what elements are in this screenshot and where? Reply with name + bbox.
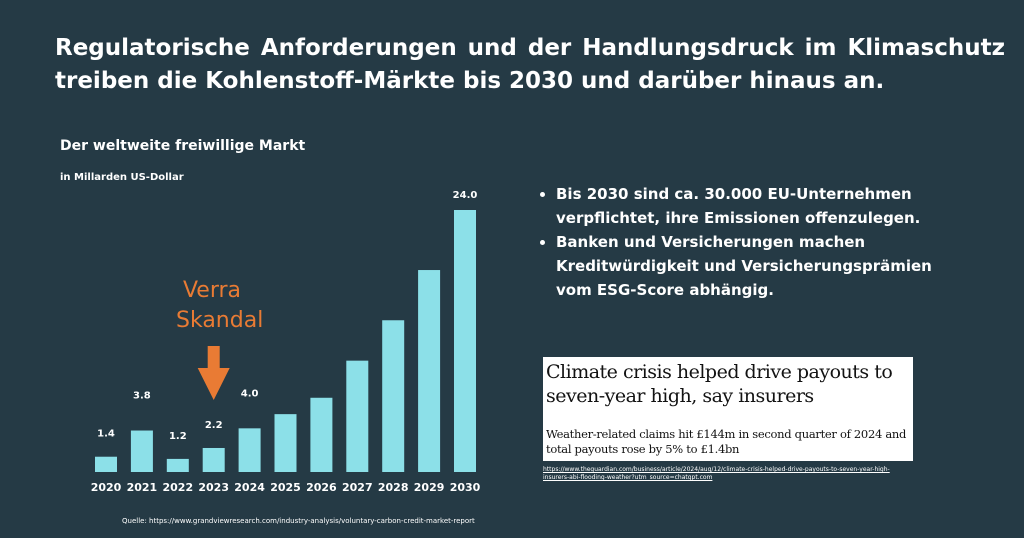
x-tick-label: 2029 <box>414 481 445 494</box>
news-standfirst: Weather-related claims hit £144m in seco… <box>546 427 907 456</box>
bar-2022 <box>166 458 189 472</box>
news-headline: Climate crisis helped drive payouts to s… <box>546 361 893 407</box>
bar-2021 <box>130 430 153 472</box>
data-label: 3.8 <box>133 391 151 402</box>
news-clipping: Climate crisis helped drive payouts to s… <box>543 357 913 461</box>
bar-2028 <box>382 320 405 472</box>
data-label: 2.2 <box>205 420 223 431</box>
news-url-link[interactable]: https://www.theguardian.com/business/art… <box>543 466 890 481</box>
source-note: Quelle: https://www.grandviewresearch.co… <box>122 517 475 525</box>
bar-2027 <box>346 360 369 472</box>
x-tick-label: 2020 <box>91 481 122 494</box>
annotation-line2: Skandal <box>176 308 264 333</box>
chart-subtitle: in Millarden US-Dollar <box>60 172 184 183</box>
bar-2025 <box>274 414 297 472</box>
x-tick-label: 2027 <box>342 481 373 494</box>
bullet-item: Bis 2030 sind ca. 30.000 EU-Unternehmen … <box>556 182 956 230</box>
arrow-down-icon <box>197 346 230 400</box>
bullet-list: Bis 2030 sind ca. 30.000 EU-Unternehmen … <box>540 182 956 302</box>
bar-2030 <box>454 210 476 472</box>
x-tick-label: 2023 <box>198 481 229 494</box>
x-tick-label: 2021 <box>127 481 158 494</box>
chart-title: Der weltweite freiwillige Markt <box>60 138 306 154</box>
x-tick-label: 2030 <box>450 481 481 494</box>
data-label: 24.0 <box>453 190 478 201</box>
x-tick-label: 2024 <box>234 481 265 494</box>
x-tick-label: 2025 <box>270 481 301 494</box>
x-tick-label: 2022 <box>162 481 193 494</box>
bullet-item: Banken und Versicherungen machen Kreditw… <box>556 230 956 302</box>
x-tick-label: 2028 <box>378 481 409 494</box>
bar-2020 <box>95 456 117 472</box>
bar-2024 <box>238 428 261 472</box>
bar-2026 <box>310 397 333 472</box>
annotation-verra-skandal: Verra Skandal <box>176 276 264 336</box>
bar-2029 <box>418 270 441 472</box>
bar-2023 <box>202 447 225 472</box>
annotation-line1: Verra <box>182 278 242 303</box>
data-label: 1.4 <box>97 429 115 440</box>
page-title: Regulatorische Anforderungen und der Han… <box>55 35 1005 94</box>
x-tick-label: 2026 <box>306 481 337 494</box>
data-label: 4.0 <box>241 388 259 399</box>
data-label: 1.2 <box>169 431 187 442</box>
